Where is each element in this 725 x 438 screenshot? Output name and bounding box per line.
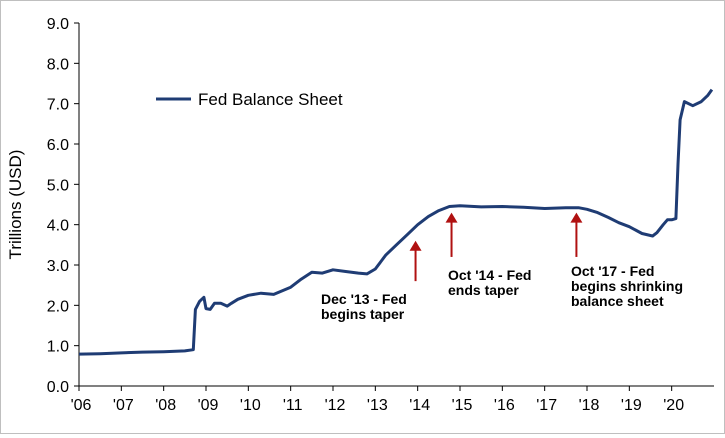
- annotation-text: Oct '17 - Fed: [571, 263, 654, 279]
- annotation-text: begins shrinking: [571, 278, 683, 294]
- annotation-text: Oct '14 - Fed: [448, 267, 531, 283]
- annotation-arrow-head: [570, 212, 583, 223]
- x-tick-label: '16: [494, 397, 515, 414]
- y-tick-label: 4.0: [47, 218, 69, 235]
- x-tick-label: '09: [198, 397, 219, 414]
- legend: Fed Balance Sheet: [156, 90, 343, 109]
- axes: [78, 23, 714, 387]
- y-tick-label: 8.0: [47, 56, 69, 73]
- annotation-arrow-head: [445, 212, 458, 223]
- annotation-arrow-head: [409, 240, 422, 251]
- x-tick-label: '07: [113, 397, 134, 414]
- annotation-text: Dec '13 - Fed: [321, 291, 407, 307]
- x-tick-label: '20: [663, 397, 684, 414]
- y-ticks: 0.0 1.0 2.0 3.0 4.0 5.0 6.0 7.0 8.0 9.0: [47, 16, 79, 396]
- y-tick-label: 1.0: [47, 339, 69, 356]
- y-tick-label: 6.0: [47, 137, 69, 154]
- annotation-text: begins taper: [321, 306, 405, 322]
- x-tick-label: '15: [452, 397, 473, 414]
- x-tick-label: '10: [240, 397, 261, 414]
- legend-label: Fed Balance Sheet: [198, 90, 343, 109]
- x-tick-label: '11: [283, 397, 303, 414]
- x-tick-label: '14: [409, 397, 430, 414]
- x-tick-label: '08: [155, 397, 176, 414]
- y-tick-label: 0.0: [47, 379, 69, 396]
- x-tick-label: '12: [325, 397, 346, 414]
- x-tick-label: '13: [367, 397, 388, 414]
- y-tick-label: 9.0: [47, 16, 69, 33]
- x-tick-label: '18: [579, 397, 600, 414]
- y-tick-label: 5.0: [47, 177, 69, 194]
- x-tick-label: '19: [621, 397, 642, 414]
- x-ticks: '06 '07 '08 '09 '10 '11 '12 '13 '14 '15 '16 '17 '18 '…: [71, 386, 684, 414]
- series-line-fed-balance-sheet: [78, 88, 714, 356]
- y-axis-label: Trillions (USD): [6, 150, 25, 260]
- y-tick-label: 7.0: [47, 97, 69, 114]
- annotation-text: ends taper: [448, 282, 519, 298]
- x-tick-label: '17: [536, 397, 557, 414]
- x-tick-label: '06: [71, 397, 92, 414]
- annotation-text: balance sheet: [571, 293, 664, 309]
- y-tick-label: 3.0: [47, 258, 69, 275]
- y-tick-label: 2.0: [47, 298, 69, 315]
